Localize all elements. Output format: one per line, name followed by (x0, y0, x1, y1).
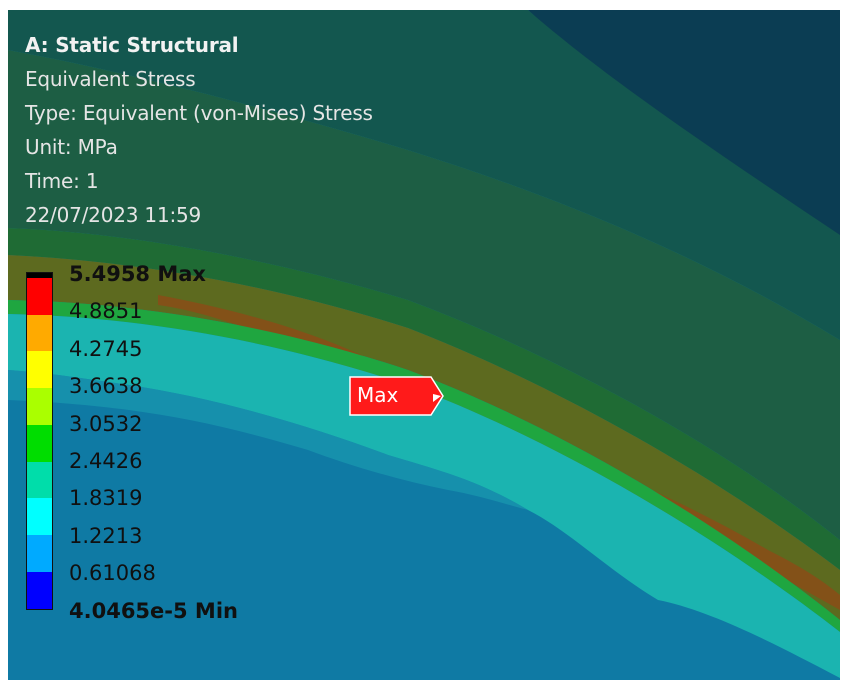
max-probe-label[interactable]: Max (349, 376, 445, 416)
legend-value-label: 3.0532 (69, 411, 143, 436)
contour-legend[interactable]: 5.4958 Max 4.8851 4.2745 3.6638 3.0532 2.4426… (25, 262, 238, 623)
legend-value-label: 3.6638 (69, 374, 143, 399)
legend-value-label: 4.0465e-5 Min (69, 598, 238, 623)
analysis-title: A: Static Structural (25, 33, 239, 57)
result-unit: Unit: MPa (25, 135, 118, 159)
result-time: Time: 1 (25, 169, 99, 193)
legend-frame (26, 272, 53, 611)
legend-value-label: 1.2213 (69, 523, 143, 548)
legend-swatch (27, 498, 53, 536)
legend-value-label: 5.4958 Max (69, 262, 206, 286)
legend-value-label: 0.61068 (69, 561, 156, 586)
legend-value-label: 4.8851 (69, 299, 143, 324)
probe-label-text: Max (357, 383, 399, 407)
legend-swatch (27, 278, 53, 316)
legend-swatch (27, 534, 53, 573)
result-info-panel: A: Static Structural Equivalent Stress T… (25, 28, 373, 232)
legend-swatch (27, 571, 53, 609)
legend-top-cap (27, 272, 53, 278)
legend-swatch (27, 388, 53, 426)
legend-value-label: 4.2745 (69, 336, 143, 361)
legend-swatch (27, 351, 53, 389)
result-name: Equivalent Stress (25, 67, 196, 91)
probe-flag-shape (349, 376, 444, 416)
legend-swatch (27, 424, 53, 462)
legend-swatch (27, 314, 53, 352)
result-type: Type: Equivalent (von-Mises) Stress (25, 101, 373, 125)
result-timestamp: 22/07/2023 11:59 (25, 203, 202, 227)
legend-swatch (27, 461, 53, 499)
legend-value-label: 2.4426 (69, 449, 143, 473)
stress-contour-plot (8, 10, 840, 680)
legend-value-label: 1.8319 (69, 486, 143, 511)
result-viewport[interactable]: A: Static Structural Equivalent Stress T… (8, 10, 840, 680)
